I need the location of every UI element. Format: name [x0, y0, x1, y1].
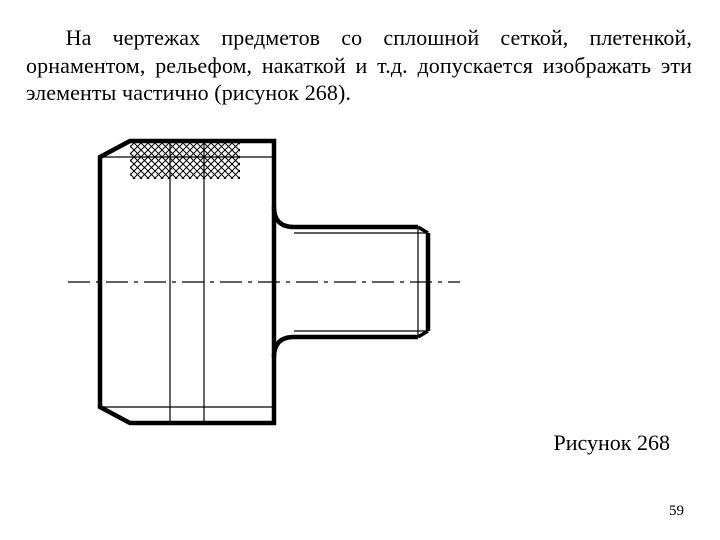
page-number: 59 — [669, 503, 684, 520]
figure-svg — [64, 117, 464, 447]
figure-268 — [26, 117, 692, 447]
page: На чертежах предметов со сплошной сеткой… — [0, 0, 720, 540]
figure-caption: Рисунок 268 — [554, 430, 670, 456]
body-paragraph: На чертежах предметов со сплошной сеткой… — [26, 24, 692, 107]
